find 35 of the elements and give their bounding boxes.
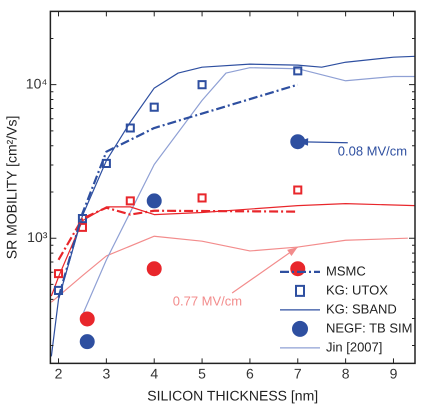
x-tick-label: 6 [246, 366, 254, 382]
point [293, 185, 302, 195]
point [146, 261, 162, 276]
legend-label: KG: UTOX [326, 282, 388, 298]
legend-label: Jin [2007] [326, 339, 382, 354]
annotation: 0.08 MV/cm [338, 143, 408, 158]
point [293, 66, 302, 76]
point [150, 102, 159, 112]
x-tick-label: 7 [294, 366, 302, 382]
point [80, 334, 95, 350]
point [54, 286, 64, 295]
x-tick-label: 5 [198, 366, 206, 382]
y-tick-label: 10⁴ [26, 76, 48, 92]
point [198, 193, 207, 202]
x-tick-label: 2 [54, 366, 63, 382]
x-tick-label: 4 [150, 366, 158, 382]
point [126, 196, 135, 206]
point [126, 123, 135, 133]
x-tick-label: 3 [102, 366, 110, 382]
legend-label: MSMC [326, 263, 366, 278]
point [78, 222, 87, 232]
legend-label: NEGF: TB SIM [326, 320, 412, 336]
point [146, 193, 162, 208]
y-tick-label: 10³ [27, 229, 48, 246]
y-axis-title: SR MOBILITY [cm²/Vs] [3, 116, 20, 260]
annotation: 0.77 MV/cm [172, 294, 242, 309]
legend-label: KG: SBAND [326, 301, 397, 316]
point [78, 214, 87, 224]
point [54, 269, 64, 278]
point [198, 80, 207, 90]
point [80, 311, 95, 326]
point [102, 158, 111, 168]
x-tick-label: 9 [390, 366, 398, 382]
x-axis-title: SILICON THICKNESS [nm] [147, 387, 318, 404]
x-tick-label: 8 [342, 366, 350, 382]
